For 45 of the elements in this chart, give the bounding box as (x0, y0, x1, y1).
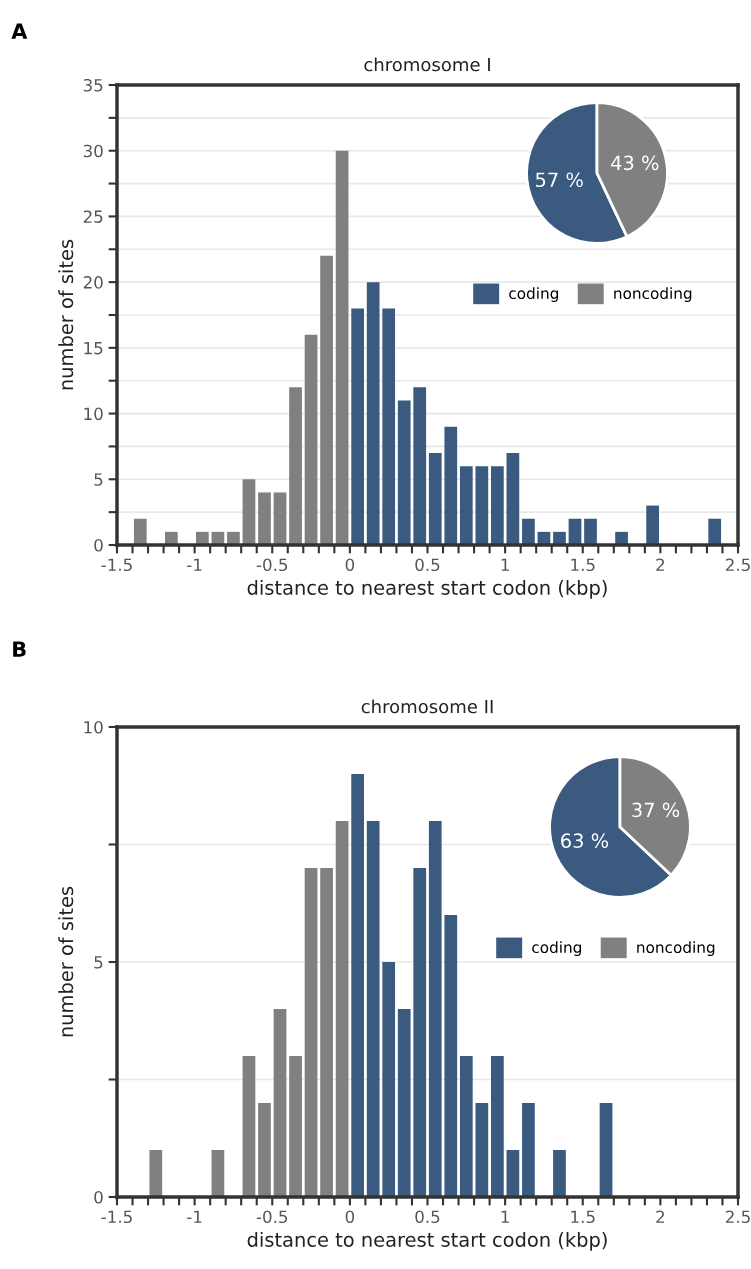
y-tick-label: 25 (83, 210, 103, 223)
x-tick-label: 2.5 (725, 558, 750, 572)
chart-title: chromosome I (364, 57, 490, 72)
x-tick-label: -1 (187, 558, 202, 571)
text: A (11, 23, 28, 39)
data-label: 57 % (536, 172, 583, 188)
y-tick-label: 20 (83, 276, 103, 289)
x-tick-label: 2 (656, 558, 665, 571)
x-tick-label: -0.5 (256, 558, 288, 572)
x-axis-title: distance to nearest start codon (kbp) (247, 1231, 607, 1251)
y-tick-label: 10 (84, 407, 103, 421)
x-tick-label: 1 (501, 558, 509, 571)
y-tick-label: 10 (84, 720, 103, 734)
legend-label: coding (509, 287, 559, 303)
y-tick-label: 5 (94, 473, 103, 486)
y-axis-title: number of sites (58, 886, 74, 1037)
legend-label: coding (532, 941, 582, 957)
y-tick-label: 15 (84, 342, 103, 355)
data-label: 43 % (611, 155, 659, 171)
text: B (13, 641, 26, 657)
x-tick-label: 0 (345, 1210, 355, 1224)
chart-title: chromosome II (361, 699, 493, 714)
x-tick-label: 2 (656, 1210, 665, 1223)
x-tick-label: -1.5 (101, 1210, 132, 1224)
y-tick-label: 0 (94, 538, 103, 552)
x-tick-label: 1 (501, 1210, 509, 1223)
x-tick-label: 1.5 (571, 1210, 595, 1224)
x-axis-title: distance to nearest start codon (kbp) (247, 579, 607, 599)
data-label: 63 % (561, 833, 609, 849)
x-tick-label: -1.5 (101, 558, 132, 572)
x-tick-label: -1 (187, 1210, 202, 1223)
y-tick-label: 0 (94, 1190, 103, 1204)
legend-label: noncoding (637, 941, 715, 957)
x-tick-label: -0.5 (256, 1210, 288, 1224)
legend-label: noncoding (614, 287, 692, 303)
x-tick-label: 1.5 (571, 558, 595, 572)
x-tick-label: 0 (345, 558, 355, 572)
data-label: 37 % (632, 802, 680, 818)
y-tick-label: 35 (83, 78, 103, 92)
y-axis-title: number of sites (58, 239, 74, 390)
y-tick-label: 5 (94, 956, 103, 969)
x-tick-label: 0.5 (415, 558, 440, 572)
x-tick-label: 2.5 (725, 1210, 750, 1224)
y-tick-label: 30 (83, 144, 103, 158)
x-tick-label: 0.5 (415, 1210, 440, 1224)
